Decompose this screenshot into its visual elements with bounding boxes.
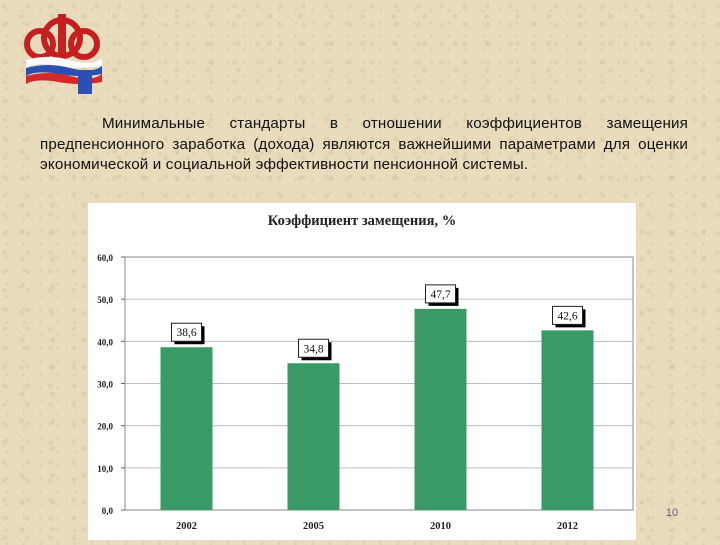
x-tick-label: 2012 [557, 521, 578, 532]
data-label-box [425, 284, 456, 304]
bar [414, 308, 467, 510]
data-label-box [552, 305, 583, 325]
data-label: 42,6 [557, 310, 577, 322]
y-tick-label: 50,0 [97, 295, 113, 305]
y-tick-label: 60,0 [97, 253, 113, 263]
data-label: 47,7 [430, 289, 450, 301]
data-label-box [171, 322, 202, 342]
y-tick-label: 20,0 [97, 422, 113, 432]
bar [160, 347, 213, 510]
data-label-box [298, 338, 329, 358]
y-tick-label: 0,0 [102, 506, 114, 516]
pfr-logo [18, 10, 103, 102]
data-label: 38,6 [176, 327, 196, 339]
intro-paragraph: Минимальные стандарты в отношении коэффи… [40, 115, 688, 173]
bar [541, 330, 594, 510]
bar-chart: 0,0 10,0 20,0 30,0 40,0 50,0 60,0 2002 38,6 2005 3… [97, 253, 634, 532]
bar [287, 363, 340, 510]
y-tick-label: 10,0 [97, 464, 113, 474]
x-tick-label: 2002 [176, 521, 197, 532]
x-tick-label: 2010 [430, 521, 451, 532]
data-label: 34,8 [303, 343, 323, 355]
page-number: 10 [665, 507, 679, 519]
y-tick-label: 30,0 [97, 380, 113, 390]
x-tick-label: 2005 [303, 521, 324, 532]
chart-title: Коэффициент замещения, % [267, 213, 457, 229]
y-tick-label: 40,0 [97, 337, 113, 347]
chart-panel: Коэффициент замещения, % 0,0 10,0 20,0 30,0… [88, 203, 636, 540]
